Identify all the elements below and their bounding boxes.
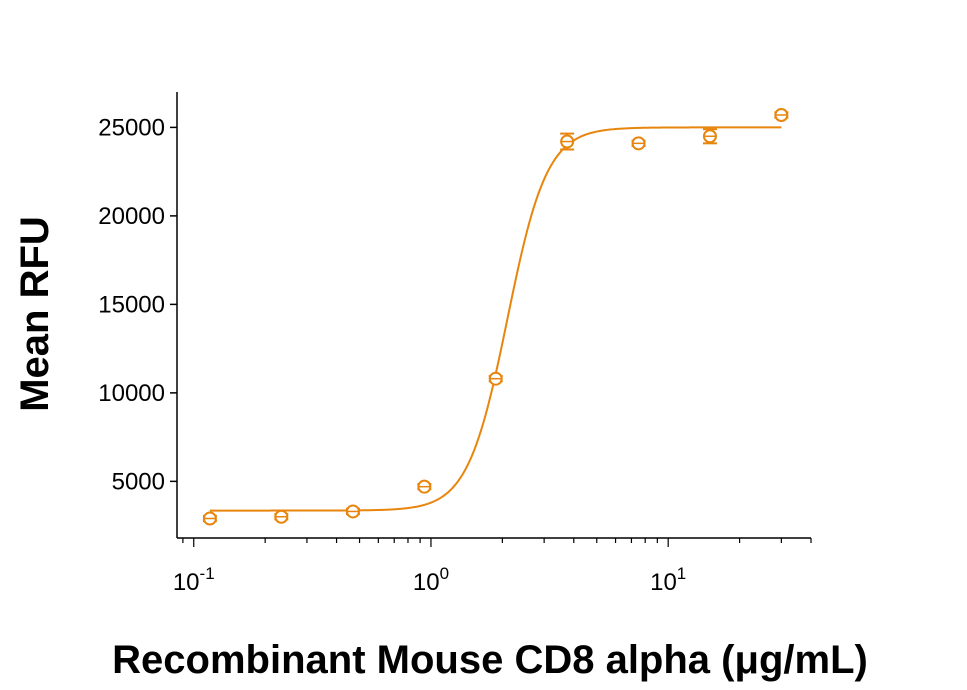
data-point-4 — [488, 371, 503, 386]
y-axis-title: Mean RFU — [13, 216, 57, 412]
x-tick-label-0: 10-1 — [173, 564, 215, 596]
data-point-5 — [560, 132, 575, 151]
x-tick-label-1: 100 — [413, 564, 449, 596]
data-points — [202, 108, 789, 526]
data-point-6 — [631, 136, 646, 151]
y-tick-label-0: 5000 — [112, 468, 165, 495]
data-point-8 — [774, 108, 789, 123]
data-point-2 — [345, 504, 360, 519]
y-tick-label-2: 15000 — [98, 291, 165, 318]
y-tick-label-4: 25000 — [98, 114, 165, 141]
data-point-7 — [702, 128, 717, 145]
fit-curve-0 — [209, 126, 782, 512]
data-point-1 — [274, 509, 289, 524]
x-tick-label-2: 101 — [650, 564, 686, 596]
fit-curve-group — [209, 126, 782, 512]
y-tick-label-1: 10000 — [98, 380, 165, 407]
axes — [176, 92, 811, 539]
ticks: 5000 10000 15000 20000 25000 10-1 100 101 — [98, 114, 812, 596]
x-axis-title: Recombinant Mouse CD8 alpha (μg/mL) — [112, 638, 868, 682]
data-point-0 — [202, 511, 217, 526]
y-tick-label-3: 20000 — [98, 203, 165, 230]
data-point-3 — [417, 479, 432, 494]
